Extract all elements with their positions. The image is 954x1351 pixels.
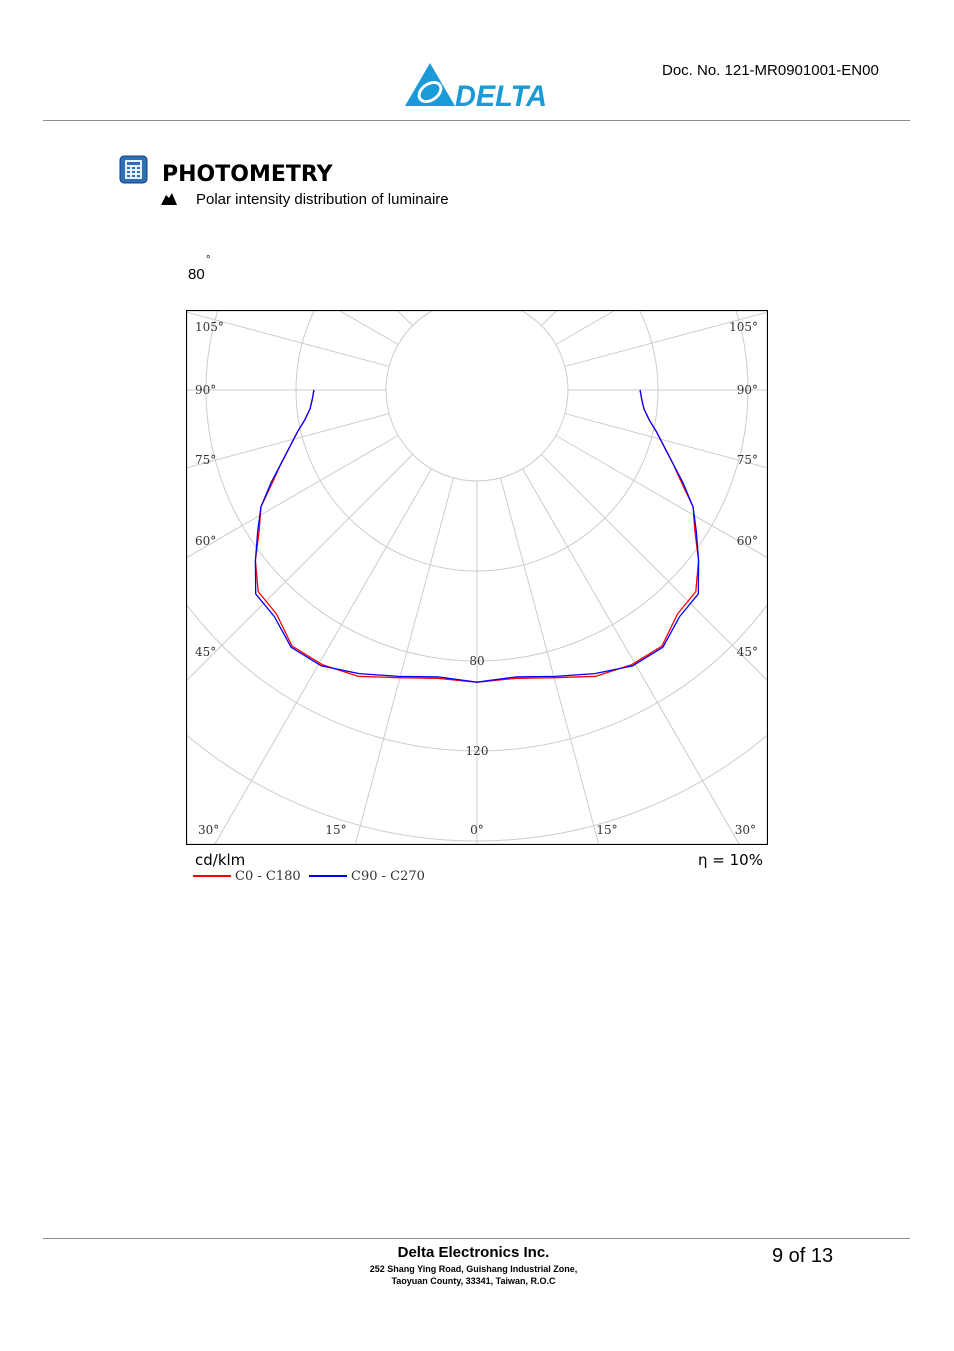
footer-company: Delta Electronics Inc. xyxy=(397,1244,550,1261)
angle-label-left: 90° xyxy=(195,383,216,397)
footer-address-line1: 252 Shang Ying Road, Guishang Industrial… xyxy=(369,1264,578,1274)
radial-tick-label: 120 xyxy=(466,744,489,758)
header-divider xyxy=(43,120,910,121)
legend-swatch-c0 xyxy=(193,875,231,877)
delta-logo: DELTA xyxy=(405,63,547,110)
angle-label-left: 60° xyxy=(195,534,216,548)
angle-label-right: 30° xyxy=(735,823,756,837)
legend-label-c90: C90 - C270 xyxy=(351,869,425,884)
page-number: 9 of 13 xyxy=(772,1245,834,1267)
document-number: Doc. No. 121-MR0901001-EN00 xyxy=(662,62,879,79)
footer-address-line2: Taoyuan County, 33341, Taiwan, R.O.C xyxy=(391,1276,556,1286)
angle-label-left: 45° xyxy=(195,645,216,659)
section-title: PHOTOMETRY xyxy=(162,162,333,187)
polar-chart-svg: 80 120 105° 90° 75° 60° 45° 30° 15° 0° 105° 90° 75° 6… xyxy=(185,309,769,846)
polar-spoke xyxy=(213,468,432,845)
angle-label-right: 15° xyxy=(596,823,617,837)
angle-label-left: 30° xyxy=(198,823,219,837)
polar-spoke xyxy=(186,453,414,682)
angle-label-left: 105° xyxy=(195,320,224,334)
polar-spoke xyxy=(555,435,768,559)
angle-label-right: 105° xyxy=(729,320,758,334)
polar-spoke xyxy=(564,413,768,469)
legend-label-c0: C0 - C180 xyxy=(235,869,301,884)
stray-angle-value: 80 xyxy=(188,266,205,283)
radial-tick-label: 80 xyxy=(469,654,484,668)
polar-spoke xyxy=(540,453,768,682)
polar-spoke xyxy=(564,311,768,367)
polar-spoke xyxy=(522,468,741,845)
polar-spoke xyxy=(186,435,399,559)
angle-label-left: 15° xyxy=(325,823,346,837)
angle-label-right: 75° xyxy=(737,453,758,467)
chart-unit: cd/klm xyxy=(195,851,246,869)
angle-label-right: 60° xyxy=(737,534,758,548)
angle-label-left: 0° xyxy=(470,823,484,837)
brand-wordmark: DELTA xyxy=(455,80,547,110)
stray-angle-degree: ° xyxy=(206,254,211,266)
angle-label-right: 90° xyxy=(737,383,758,397)
polar-spoke xyxy=(186,413,390,469)
series-curve-1 xyxy=(254,389,700,683)
angle-label-right: 45° xyxy=(737,645,758,659)
polar-spoke xyxy=(354,477,454,845)
chart-efficiency: η = 10% xyxy=(698,851,763,869)
polar-inner-ring xyxy=(385,310,569,482)
polar-spoke xyxy=(500,477,600,845)
bullet-text: Polar intensity distribution of luminair… xyxy=(196,191,449,208)
calculator-icon xyxy=(119,155,148,184)
footer-divider xyxy=(43,1238,910,1239)
polar-chart: 80 120 105° 90° 75° 60° 45° 30° 15° 0° 105° 90° 75° 6… xyxy=(185,309,769,846)
polar-spoke xyxy=(186,311,390,367)
bullet-arrow-icon xyxy=(161,193,177,205)
legend-swatch-c90 xyxy=(309,875,347,877)
angle-label-left: 75° xyxy=(195,453,216,467)
